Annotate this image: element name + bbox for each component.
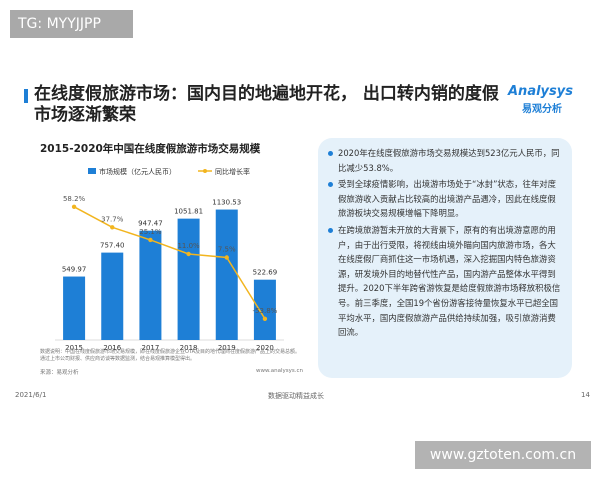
logo-sub: 易观分析	[522, 104, 562, 115]
value-label: 1130.53	[212, 199, 241, 207]
bullet: 在跨境旅游暂未开放的大背景下，原有的有出境游意愿的用户，由于出行受限，将视线由境…	[328, 223, 562, 340]
bar	[215, 209, 238, 340]
legend-swatch	[88, 168, 96, 174]
footer-slogan: 数据驱动精益成长	[268, 392, 324, 400]
value-label: 522.69	[253, 269, 278, 277]
bar	[177, 218, 200, 340]
legend-label: 同比增长率	[215, 167, 250, 176]
x-tick-label: 2015	[65, 344, 83, 352]
growth-point	[148, 237, 153, 243]
bullet-list: 2020年在线度假旅游市场交易规模达到523亿元人民币，同比减少53.8%。 受到…	[326, 146, 562, 340]
value-label: 947.47	[138, 220, 163, 228]
chart-note: 数据说明：中国在线度假旅游市场交易规模，即在线度假旅游企业OTA及目的地代理商在…	[40, 349, 301, 362]
growth-point	[71, 204, 77, 209]
x-tick-label: 2016	[103, 344, 121, 352]
title-accent	[24, 89, 28, 103]
logo: Analysys	[508, 84, 573, 99]
slide-title: 在线度假旅游市场：国内目的地遍地开花， 出口转内销的度假市场逐渐繁荣	[34, 84, 499, 125]
growth-line	[73, 206, 266, 320]
value-label: 11.0%	[177, 242, 200, 250]
summary-box: 2020年在线度假旅游市场交易规模达到523亿元人民币，同比减少53.8%。 受到…	[318, 138, 572, 378]
watermark: www.gztoten.com.cn	[415, 441, 591, 469]
bullet: 受到全球疫情影响，出境游市场处于“冰封”状态，往年对度假旅游收入贡献占比较高的出…	[328, 177, 562, 221]
value-label: 1051.81	[174, 208, 203, 216]
value-label: 37.7%	[101, 215, 124, 223]
bar	[101, 252, 124, 340]
legend-swatch	[203, 169, 207, 173]
bar	[63, 276, 86, 340]
growth-point	[262, 316, 268, 321]
footer-date: 2021/6/1	[15, 391, 47, 399]
bullet: 2020年在线度假旅游市场交易规模达到523亿元人民币，同比减少53.8%。	[328, 146, 562, 175]
bar	[139, 230, 162, 340]
value-label: 549.97	[62, 266, 87, 274]
footer-page: 14	[581, 391, 590, 399]
chart-source: 来源：易观分析	[40, 370, 79, 376]
chart-site: www.analysys.cn	[256, 368, 303, 374]
legend-label: 市场规模（亿元人民币）	[99, 167, 176, 176]
growth-point	[186, 251, 191, 257]
x-tick-label: 2019	[218, 344, 236, 352]
growth-point	[110, 225, 115, 230]
chart-title: 2015-2020年中国在线度假旅游市场交易规模	[40, 142, 261, 155]
growth-point	[224, 255, 229, 260]
value-label: 25.1%	[139, 228, 162, 236]
value-label: 757.40	[100, 242, 125, 250]
value-label: 7.5%	[218, 246, 236, 254]
watermark: TG: MYYJJPP	[10, 10, 133, 38]
bar	[253, 279, 276, 340]
value-label: -53.8%	[253, 307, 278, 315]
chart: 2015-2020年中国在线度假旅游市场交易规模 市场规模（亿元人民币） 同比增长…	[40, 142, 284, 352]
x-tick-label: 2018	[180, 344, 198, 352]
x-tick-label: 2017	[142, 344, 160, 352]
value-label: 58.2%	[63, 195, 86, 203]
x-tick-label: 2020	[256, 344, 274, 352]
